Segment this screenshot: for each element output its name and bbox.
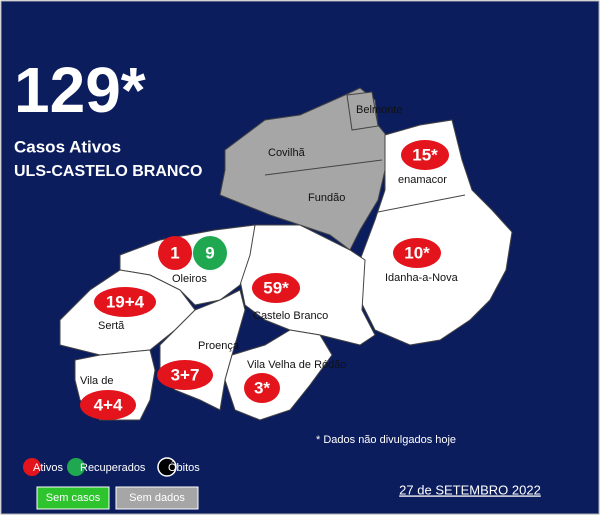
place-label: Idanha-a-Nova bbox=[385, 272, 459, 284]
legend-label: Óbitos bbox=[168, 461, 200, 474]
legend-swatch bbox=[157, 457, 177, 477]
place-label: Vila de bbox=[80, 375, 113, 387]
place-label: Oleiros bbox=[172, 273, 207, 285]
subtitle: Casos Ativos bbox=[14, 137, 121, 156]
recovered-badge bbox=[193, 236, 227, 270]
legend-label: Recuperados bbox=[80, 462, 146, 474]
place-label: Sertã bbox=[98, 320, 125, 332]
place-label: Fundão bbox=[308, 192, 345, 204]
date: 27 de SETEMBRO 2022 bbox=[399, 482, 541, 497]
place-label: Belmonte bbox=[356, 104, 402, 116]
active-badge bbox=[94, 287, 156, 317]
active-badge bbox=[393, 238, 441, 268]
active-badge bbox=[80, 390, 136, 420]
active-count: 1 bbox=[170, 243, 179, 262]
active-count: 3* bbox=[254, 378, 270, 397]
border bbox=[264, 159, 383, 176]
active-badge bbox=[244, 373, 280, 403]
active-count: 3+7 bbox=[171, 365, 200, 384]
active-count: 15* bbox=[412, 145, 438, 164]
active-count: 10* bbox=[404, 243, 430, 262]
active-count: 19+4 bbox=[106, 292, 145, 311]
legend-label: Sem dados bbox=[129, 492, 185, 504]
active-badge bbox=[157, 360, 213, 390]
place-label: enamacor bbox=[398, 174, 447, 186]
place-label: Proença bbox=[198, 340, 240, 352]
place-label: Vila Velha de Ródão bbox=[247, 359, 347, 371]
active-badge bbox=[401, 140, 449, 170]
legend-box bbox=[36, 486, 110, 510]
active-count: 4+4 bbox=[94, 395, 123, 414]
legend-swatch bbox=[67, 458, 85, 476]
active-badge bbox=[158, 236, 192, 270]
legend-label: Ativos bbox=[33, 462, 63, 474]
region-castelo-branco bbox=[239, 224, 376, 346]
active-badge bbox=[252, 273, 300, 303]
region-title: ULS-CASTELO BRANCO bbox=[14, 163, 202, 180]
border bbox=[377, 194, 466, 213]
region-east bbox=[359, 119, 513, 346]
legend-label: Sem casos bbox=[46, 492, 101, 504]
legend-box bbox=[115, 486, 199, 510]
region-belmonte bbox=[346, 91, 379, 131]
legend-swatch bbox=[23, 458, 41, 476]
region-gray bbox=[219, 87, 391, 251]
place-label: Castelo Branco bbox=[253, 310, 328, 322]
recovered-count: 9 bbox=[205, 243, 214, 262]
place-label: Covilhã bbox=[268, 147, 306, 159]
note: * Dados não divulgados hoje bbox=[316, 434, 456, 446]
legend: Ativos Recuperados Óbitos Sem casos Sem … bbox=[23, 457, 200, 510]
active-count: 59* bbox=[263, 278, 289, 297]
badges: 15* 10* 1 9 59* 19+4 3+7 3* 4+4 bbox=[80, 140, 449, 420]
total: 129* bbox=[14, 54, 146, 126]
